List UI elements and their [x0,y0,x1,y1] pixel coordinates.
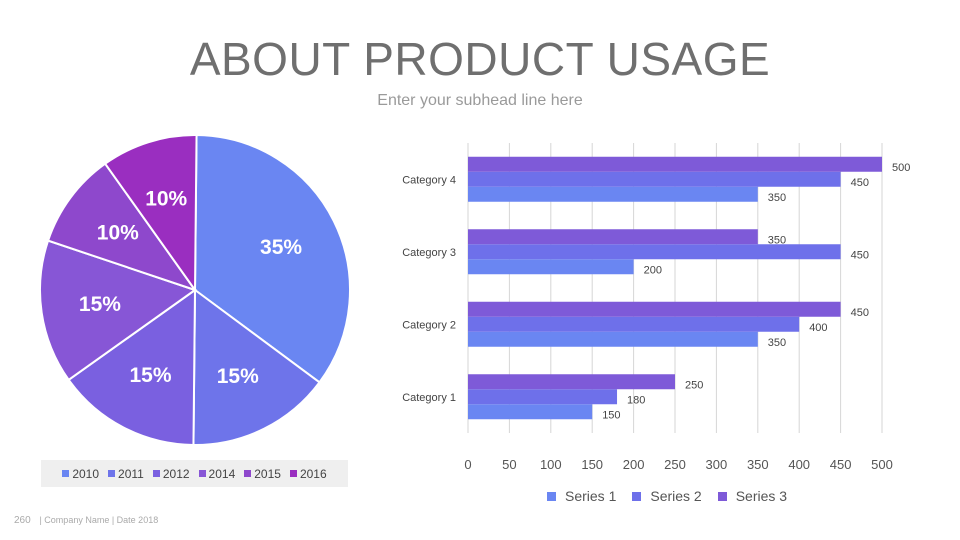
bar-series-3-4 [468,156,882,172]
legend-label: 2011 [118,466,144,481]
legend-swatch [547,491,556,501]
bar-legend: Series 1 Series 2 Series 3 [547,488,787,504]
bar-data-label: 350 [768,192,786,204]
bar-data-label: 350 [768,234,786,246]
bar-data-label: 450 [851,177,869,189]
bar-series-1-4 [468,186,758,202]
pie-legend: 2010 2011 2012 2014 2015 2016 [41,460,348,487]
bar-series-1-3 [468,259,634,275]
pie-data-label: 15% [79,293,121,316]
legend-label: 2014 [208,466,236,481]
footer: 260 | Company Name | Date 2018 [14,515,158,526]
legend-item-2015: 2015 [244,467,281,481]
legend-swatch [152,470,160,477]
pie-slice-2014 [39,239,198,382]
bar-series-3-1 [468,374,675,390]
x-tick-label: 350 [747,457,769,472]
pie-data-label: 35% [260,236,302,259]
legend-swatch [62,470,70,477]
pie-data-label: 10% [145,187,187,210]
bar-data-label: 450 [851,307,869,319]
x-tick-label: 100 [540,457,562,472]
pie-data-label: 15% [130,364,172,387]
legend-item-series-1: Series 1 [547,488,616,504]
bar-data-label: 350 [768,337,786,349]
x-tick-label: 0 [464,457,471,472]
bar-series-1-2 [468,331,758,347]
bar-series-3-2 [468,301,841,317]
x-tick-label: 200 [623,457,645,472]
legend-swatch [289,470,297,477]
bar-series-2-2 [468,316,800,332]
x-tick-label: 450 [830,457,852,472]
x-tick-label: 300 [706,457,728,472]
x-tick-label: 400 [788,457,810,472]
bar-data-label: 180 [627,394,645,406]
bar-data-label: 500 [892,162,910,174]
legend-swatch [244,470,252,477]
legend-item-2014: 2014 [198,466,236,481]
legend-label: 2015 [254,466,281,481]
bar-data-label: 400 [809,322,827,334]
bar-data-label: 200 [644,264,662,276]
category-label: Category 1 [402,392,456,404]
legend-label: 2010 [72,466,100,481]
pie-slice-2012 [67,288,197,447]
legend-item-series-3: Series 3 [717,488,788,504]
pie-chart: 35% 15% 15% 15% 10% 10% [39,133,351,447]
legend-item-2010: 2010 [62,467,99,481]
pie-data-label: 10% [97,222,139,245]
pie-data-label: 15% [217,365,259,388]
bar-data-label: 150 [602,409,620,421]
pie-slice-2011 [192,288,321,446]
bar-series-2-3 [468,244,841,260]
x-tick-label: 50 [502,457,516,472]
legend-label: Series 3 [735,488,788,504]
bar-series-2-1 [468,389,618,405]
legend-swatch [717,491,727,501]
page-number: 260 [14,515,31,526]
legend-item-2011: 2011 [108,467,144,481]
x-tick-label: 250 [664,457,686,472]
category-label: Category 4 [402,174,456,186]
bar-series-1-1 [468,404,593,420]
page-subtitle: Enter your subhead line here [377,92,583,109]
pie-slice-2010 [193,133,351,384]
bar-data-label: 450 [851,249,869,261]
bar-series-3-3 [468,229,758,245]
page-title: ABOUT PRODUCT USAGE [189,33,771,85]
bar-series-2-4 [468,171,841,187]
legend-label: Series 2 [650,488,702,504]
legend-label: Series 1 [565,488,617,504]
legend-swatch [108,470,116,477]
category-label: Category 2 [402,319,456,331]
legend-label: 2016 [299,466,327,481]
x-tick-label: 500 [871,457,893,472]
legend-swatch [198,470,206,477]
bar-chart: 0 50 100 150 200 250 300 350 400 450 500 150 180 250 C… [402,143,910,472]
legend-swatch [632,491,642,501]
x-tick-label: 150 [581,457,603,472]
footer-company: | Company Name | Date 2018 [39,515,159,525]
legend-item-2016: 2016 [289,466,327,481]
bar-data-label: 250 [685,379,703,391]
legend-item-series-2: Series 2 [632,488,702,504]
category-label: Category 3 [402,247,456,259]
legend-label: 2012 [162,466,190,481]
pie-slice-2016 [103,134,198,294]
legend-item-2012: 2012 [152,466,190,481]
pie-slice-2015 [46,162,198,292]
